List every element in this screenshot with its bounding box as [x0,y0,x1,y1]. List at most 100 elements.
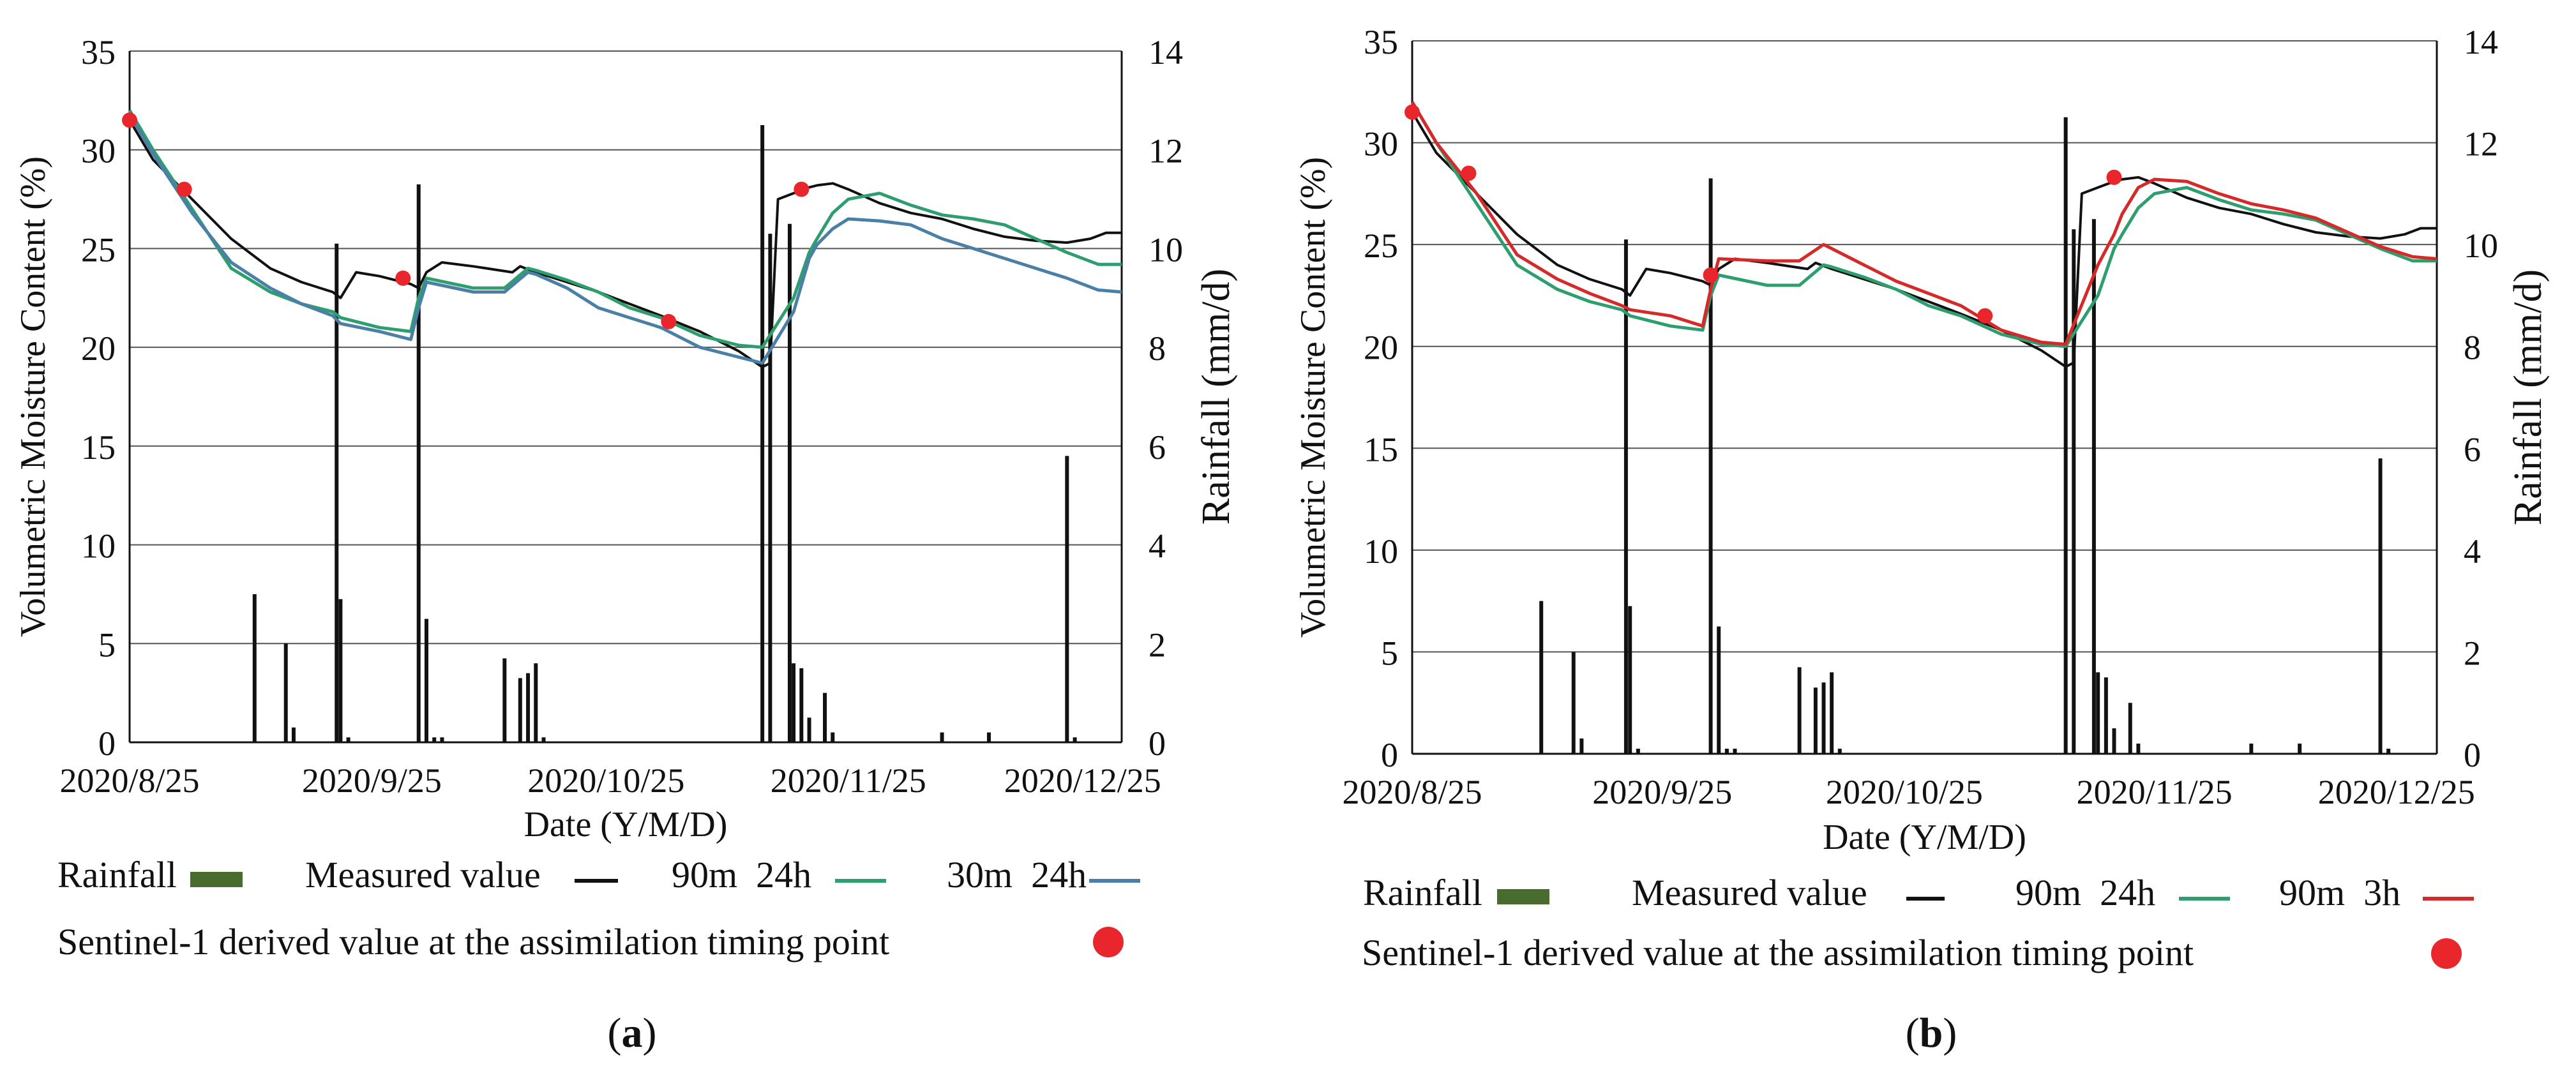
rainfall-bar [1813,687,1818,754]
rainfall-bar [1830,672,1834,754]
rainfall-bar [416,184,421,743]
rainfall-bar [2072,229,2076,754]
rainfall-bar [1065,456,1069,742]
x-axis-title: Date (Y/M/D) [1823,818,2026,857]
rainfall-bar [526,673,531,742]
rainfall-bar [1539,601,1544,754]
rainfall-bar [940,732,944,742]
rainfall-bar [1717,626,1721,754]
sentinel-point [794,181,810,197]
y2-tick-label: 8 [2464,329,2481,367]
rainfall-bar [335,243,339,742]
sentinel-point [661,313,677,329]
legend-rainfall-swatch [1497,889,1549,904]
rainfall-bar [440,737,444,742]
x-tick-label: 2020/10/25 [1826,773,1983,811]
y2-tick-label: 4 [1149,527,1166,565]
rainfall-bar [986,732,991,742]
rainfall-bar [1837,749,1842,754]
rainfall-bar [1797,667,1802,754]
y-tick-label: 15 [1364,430,1398,468]
chart-panel-b: 0 5 10 15 20 25 30 35 0 2 4 6 8 10 12 14 2020/8/25 2020/9… [1293,23,2550,857]
rainfall-bar [252,594,257,742]
y2-tick-label: 4 [2464,532,2481,571]
series-line-measured-value [1411,111,2437,368]
rainfall-bar [823,693,827,742]
rainfall-bar [502,658,507,742]
y2-tick-label: 8 [1149,329,1166,368]
rainfall-bar [1821,682,1826,754]
y2-tick-label: 0 [1149,724,1166,763]
legend-sentinel-label: Sentinel-1 derived value at the assimila… [57,921,889,962]
panel-label-a-letter: a [622,1010,643,1056]
y-tick-label: 5 [1381,634,1398,672]
rainfall-bar [768,234,772,742]
panel-label-b: (b) [1906,1010,1957,1056]
x-tick-label: 2020/12/25 [1004,761,1161,800]
y-tick-label: 25 [81,230,116,269]
rainfall-bar [1073,737,1077,742]
rainfall-bar [1724,749,1729,754]
y-tick-label: 10 [1364,532,1398,571]
rainfall-bar [1623,239,1628,754]
y-tick-label: 35 [81,33,116,71]
rainfall-bar [2386,749,2391,754]
rainfall-bar [799,668,804,742]
y-tick-label: 20 [1364,329,1398,367]
y2-tick-label: 12 [1149,132,1183,170]
sentinel-point [122,112,137,128]
y2-tick-label: 14 [1149,33,1183,71]
x-tick-label: 2020/8/25 [59,761,199,800]
series-line-90m-24h [1410,101,2437,348]
sentinel-point [1461,165,1477,181]
panel-label-b-letter: b [1920,1010,1943,1056]
rainfall-bar [787,223,792,742]
rainfall-bar [518,678,522,742]
y-tick-label: 10 [81,527,116,565]
rainfall-bar [1708,178,1713,754]
y2-tick-label: 12 [2464,125,2498,163]
y-tick-label: 30 [1364,125,1398,163]
sentinel-point [176,181,192,197]
legend-series-b-label: 30m 24h [947,854,1087,895]
y-tick-label: 15 [81,428,116,467]
x-tick-label: 2020/11/25 [2077,773,2233,811]
y-tick-label: 0 [98,724,116,763]
rainfall-bar [1579,738,1584,754]
rainfall-bar [1733,749,1737,754]
y2-tick-label: 6 [1149,428,1166,467]
rainfall-bar [2112,728,2116,754]
y-axis-title: Volumetric Moisture Content (%) [13,156,53,637]
y-tick-label: 30 [81,132,116,170]
legend-series-a-label: 90m 24h [672,854,811,895]
y2-tick-label: 2 [1149,625,1166,664]
legend-b: Rainfall Measured value 90m 24h 90m 3h S… [1362,872,2474,1056]
legend-series-a-label: 90m 24h [2015,872,2155,913]
series-line-90m-3h [1410,101,2437,346]
y2-tick-label: 14 [2464,23,2498,61]
y2-tick-label: 6 [2464,430,2481,468]
legend-series-b-label: 90m 3h [2279,872,2400,913]
sentinel-point [2106,169,2122,185]
legend-sentinel-label: Sentinel-1 derived value at the assimila… [1362,932,2194,973]
sentinel-point [1405,104,1420,120]
x-tick-label: 2020/10/25 [527,761,684,800]
y2-tick-label: 0 [2464,736,2481,774]
sentinel-point [395,270,411,286]
y-tick-label: 25 [1364,227,1398,265]
rainfall-bar [2096,672,2100,754]
x-tick-label: 2020/9/25 [302,761,442,800]
rainfall-bar [1571,652,1576,754]
rainfall-bar [541,737,546,742]
series-line-90m-24h [128,109,1122,349]
rainfall-bar [283,643,288,742]
rainfall-bar [2249,744,2254,754]
rainfall-bar [1628,606,1632,754]
rainfall-bar [2298,744,2302,754]
rainfall-bar [1636,749,1640,754]
x-tick-label: 2020/9/25 [1592,773,1732,811]
rainfall-bar [432,737,437,742]
sentinel-point [1703,267,1719,283]
legend-rainfall-label: Rainfall [57,854,177,895]
